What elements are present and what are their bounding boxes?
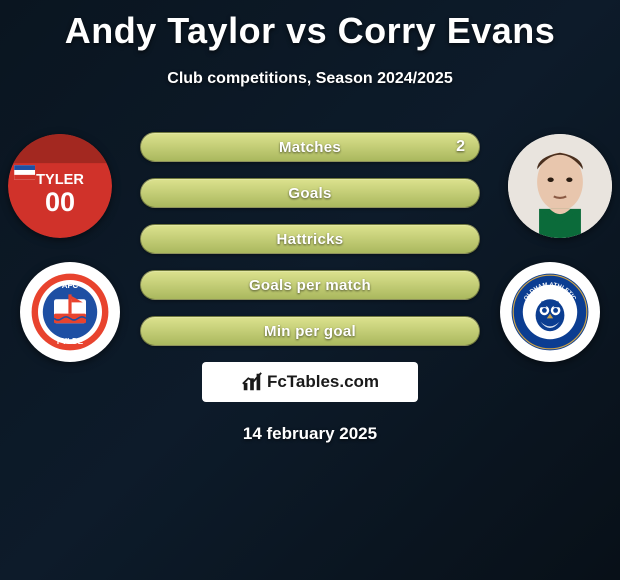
avatar-right-icon xyxy=(508,134,612,238)
stat-bar-goals-per-match: Goals per match xyxy=(140,270,480,300)
comparison-content: TYLER 00 xyxy=(0,118,620,444)
title-vs: vs xyxy=(286,10,327,51)
svg-text:AFC: AFC xyxy=(62,281,79,290)
stat-label: Goals per match xyxy=(249,277,371,294)
svg-text:TYLER: TYLER xyxy=(36,172,84,188)
svg-text:FYLDE: FYLDE xyxy=(57,337,84,346)
stat-value-right: 2 xyxy=(456,138,465,156)
date: 14 february 2025 xyxy=(0,424,620,444)
title-player2: Corry Evans xyxy=(338,10,556,51)
watermark: FcTables.com xyxy=(202,362,418,402)
club-badge-left: AFC FYLDE xyxy=(20,262,120,362)
title-player1: Andy Taylor xyxy=(65,10,276,51)
club-badge-left-icon: AFC FYLDE xyxy=(30,272,110,352)
stat-bars: Matches 2 Goals Hattricks Goals per matc… xyxy=(140,118,480,346)
avatar-left-icon: TYLER 00 xyxy=(8,134,112,238)
stat-bar-min-per-goal: Min per goal xyxy=(140,316,480,346)
subtitle: Club competitions, Season 2024/2025 xyxy=(0,70,620,88)
stat-label: Goals xyxy=(288,185,331,202)
bar-chart-icon xyxy=(241,371,263,393)
club-badge-right-icon: OLDHAM ATHLETIC xyxy=(510,272,590,352)
stat-label: Matches xyxy=(279,139,341,156)
player-avatar-right xyxy=(508,134,612,238)
club-badge-right: OLDHAM ATHLETIC xyxy=(500,262,600,362)
stat-bar-hattricks: Hattricks xyxy=(140,224,480,254)
page-title: Andy Taylor vs Corry Evans xyxy=(0,0,620,52)
stat-bar-goals: Goals xyxy=(140,178,480,208)
stat-bar-matches: Matches 2 xyxy=(140,132,480,162)
stat-label: Min per goal xyxy=(264,323,356,340)
player-avatar-left: TYLER 00 xyxy=(8,134,112,238)
watermark-text: FcTables.com xyxy=(267,372,379,392)
svg-text:00: 00 xyxy=(45,187,75,217)
stat-label: Hattricks xyxy=(277,231,344,248)
